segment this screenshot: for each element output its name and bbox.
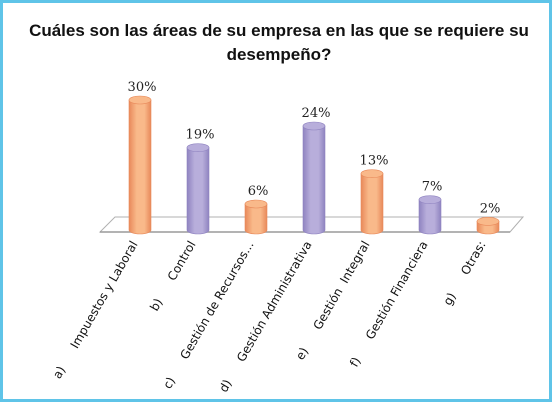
bar-6 bbox=[418, 195, 442, 235]
value-labels-group: 30% 19% 6% 24% 13% 7% 2% bbox=[128, 80, 501, 216]
value-label-6: 7% bbox=[422, 180, 443, 195]
category-label-1: a) Impuestos y Laboral bbox=[50, 239, 140, 382]
bars-group bbox=[128, 95, 500, 235]
category-label-2: b) Control bbox=[147, 239, 198, 314]
value-label-2: 19% bbox=[186, 128, 215, 143]
value-label-7: 2% bbox=[480, 201, 501, 216]
value-label-3: 6% bbox=[248, 184, 269, 199]
bar-4 bbox=[302, 121, 326, 235]
chart-title: Cuáles son las áreas de su empresa en la… bbox=[29, 21, 529, 64]
bar-1 bbox=[128, 95, 152, 235]
category-label-7: g) Otras: bbox=[441, 239, 489, 308]
bar-3 bbox=[244, 199, 268, 235]
value-label-5: 13% bbox=[360, 154, 389, 169]
bar-5 bbox=[360, 169, 384, 235]
bar-7 bbox=[476, 217, 500, 235]
value-label-4: 24% bbox=[302, 106, 331, 121]
value-label-1: 30% bbox=[128, 80, 157, 95]
bar-2 bbox=[186, 143, 210, 235]
